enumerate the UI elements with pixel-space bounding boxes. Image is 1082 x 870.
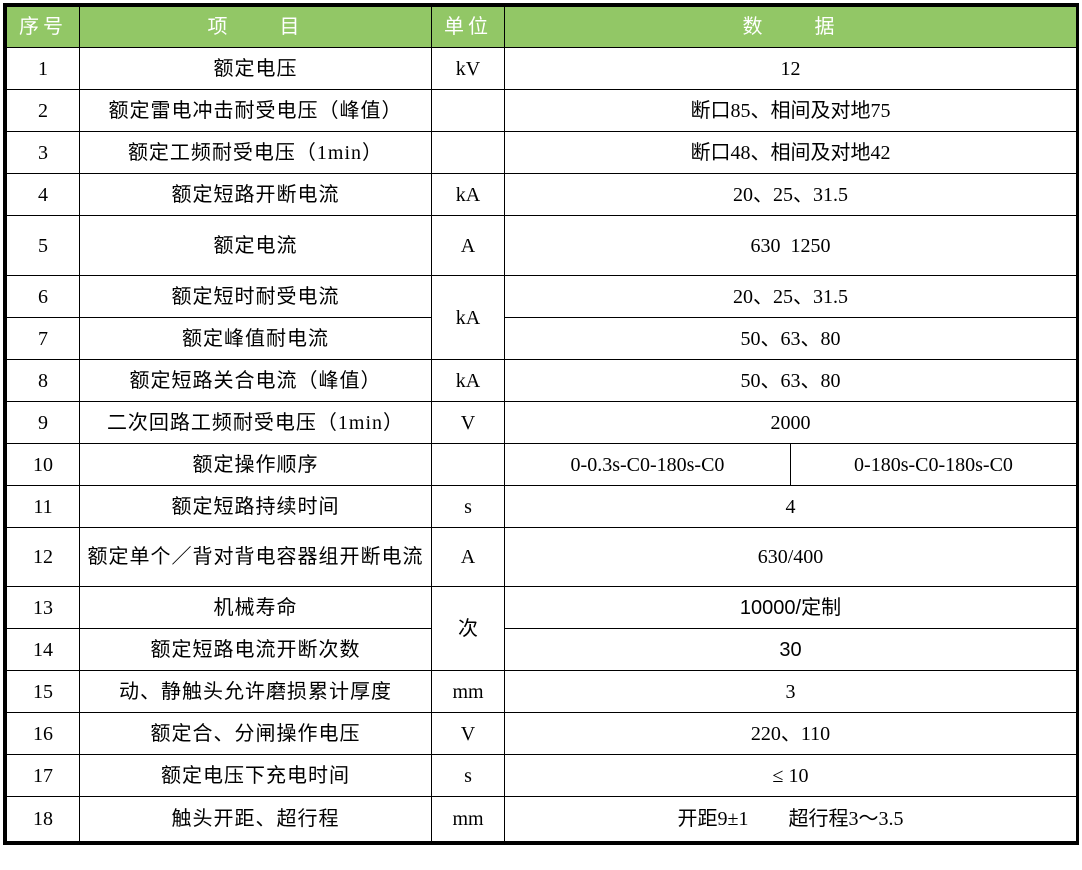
data-cell: 3 [504, 670, 1077, 713]
serial-cell: 4 [6, 173, 80, 216]
data-cell: 50、63、80 [504, 317, 1077, 360]
unit-cell: V [431, 401, 505, 444]
header-cell-data: 数 据 [504, 6, 1077, 48]
data-cell: 断口48、相间及对地42 [504, 131, 1077, 174]
item-cell: 额定短路持续时间 [79, 485, 432, 528]
item-cell: 额定操作顺序 [79, 443, 432, 486]
unit-cell: s [431, 754, 505, 797]
unit-cell-merged: 次 [431, 586, 505, 671]
unit-cell: kA [431, 359, 505, 402]
item-cell: 额定短路开断电流 [79, 173, 432, 216]
table-row: 5 额定电流 A 630 1250 [6, 215, 1077, 276]
unit-cell [431, 89, 505, 132]
table-row: 1 额定电压 kV 12 [6, 47, 1077, 90]
serial-cell: 16 [6, 712, 80, 755]
data-cell: 20、25、31.5 [504, 173, 1077, 216]
unit-cell: mm [431, 796, 505, 842]
header-cell-item: 项 目 [79, 6, 432, 48]
data-cell: 50、63、80 [504, 359, 1077, 402]
data-cell: 12 [504, 47, 1077, 90]
serial-cell: 8 [6, 359, 80, 402]
serial-cell: 7 [6, 317, 80, 360]
unit-cell: kV [431, 47, 505, 90]
data-cell: 4 [504, 485, 1077, 528]
unit-cell-merged: kA [431, 275, 505, 360]
serial-cell: 1 [6, 47, 80, 90]
serial-cell: 12 [6, 527, 80, 587]
serial-cell: 11 [6, 485, 80, 528]
serial-cell: 17 [6, 754, 80, 797]
unit-cell: kA [431, 173, 505, 216]
unit-cell [431, 443, 505, 486]
data-cell: 断口85、相间及对地75 [504, 89, 1077, 132]
data-cell: 20、25、31.5 [504, 275, 1077, 318]
item-cell: 额定短路电流开断次数 [79, 628, 432, 671]
item-cell: 额定短路关合电流（峰值） [79, 359, 432, 402]
table-row: 7 额定峰值耐电流 50、63、80 [6, 317, 1077, 360]
serial-cell: 15 [6, 670, 80, 713]
serial-cell: 2 [6, 89, 80, 132]
table-row: 11 额定短路持续时间 s 4 [6, 485, 1077, 528]
data-cell: 2000 [504, 401, 1077, 444]
item-cell: 额定电流 [79, 215, 432, 276]
serial-cell: 3 [6, 131, 80, 174]
table-row: 2 额定雷电冲击耐受电压（峰值） 断口85、相间及对地75 [6, 89, 1077, 132]
item-cell: 额定短时耐受电流 [79, 275, 432, 318]
header-row: 序号 项 目 单位 数 据 [6, 6, 1077, 48]
table-row: 4 额定短路开断电流 kA 20、25、31.5 [6, 173, 1077, 216]
table-row: 3 额定工频耐受电压（1min） 断口48、相间及对地42 [6, 131, 1077, 174]
item-cell: 二次回路工频耐受电压（1min） [79, 401, 432, 444]
data-cell: ≤ 10 [504, 754, 1077, 797]
item-cell: 额定工频耐受电压（1min） [79, 131, 432, 174]
data-cell-right: 0-180s-C0-180s-C0 [790, 443, 1077, 486]
table-row: 16 额定合、分闸操作电压 V 220、110 [6, 712, 1077, 755]
item-cell: 动、静触头允许磨损累计厚度 [79, 670, 432, 713]
data-cell: 630 1250 [504, 215, 1077, 276]
table-row: 18 触头开距、超行程 mm 开距9±1 超行程3～3.5 [6, 796, 1077, 842]
unit-cell [431, 131, 505, 174]
table-row: 8 额定短路关合电流（峰值） kA 50、63、80 [6, 359, 1077, 402]
item-cell: 额定电压下充电时间 [79, 754, 432, 797]
header-cell-unit: 单位 [431, 6, 505, 48]
item-cell: 额定峰值耐电流 [79, 317, 432, 360]
table-row: 9 二次回路工频耐受电压（1min） V 2000 [6, 401, 1077, 444]
serial-cell: 18 [6, 796, 80, 842]
item-cell: 机械寿命 [79, 586, 432, 629]
data-cell: 220、110 [504, 712, 1077, 755]
item-cell: 额定单个／背对背电容器组开断电流 [79, 527, 432, 587]
table-row: 15 动、静触头允许磨损累计厚度 mm 3 [6, 670, 1077, 713]
item-cell: 额定合、分闸操作电压 [79, 712, 432, 755]
item-cell: 额定雷电冲击耐受电压（峰值） [79, 89, 432, 132]
serial-cell: 5 [6, 215, 80, 276]
table-row: 14 额定短路电流开断次数 30 [6, 628, 1077, 671]
serial-cell: 14 [6, 628, 80, 671]
spec-table-container: 序号 项 目 单位 数 据 1 额定电压 kV 12 2 额定雷电冲击耐受电压（… [3, 3, 1079, 845]
item-cell: 额定电压 [79, 47, 432, 90]
table-row: 17 额定电压下充电时间 s ≤ 10 [6, 754, 1077, 797]
unit-cell: A [431, 215, 505, 276]
table-row: 10 额定操作顺序 0-0.3s-C0-180s-C0 0-180s-C0-18… [6, 443, 1077, 486]
unit-cell: V [431, 712, 505, 755]
serial-cell: 6 [6, 275, 80, 318]
data-cell: 630/400 [504, 527, 1077, 587]
unit-cell: mm [431, 670, 505, 713]
serial-cell: 13 [6, 586, 80, 629]
table-row: 13 机械寿命 次 10000/定制 [6, 586, 1077, 671]
table-row: 12 额定单个／背对背电容器组开断电流 A 630/400 [6, 527, 1077, 587]
unit-cell: A [431, 527, 505, 587]
serial-cell: 10 [6, 443, 80, 486]
header-cell-no: 序号 [6, 6, 80, 48]
data-cell: 10000/定制 [504, 586, 1077, 629]
data-cell: 30 [504, 628, 1077, 671]
spec-table: 序号 项 目 单位 数 据 1 额定电压 kV 12 2 额定雷电冲击耐受电压（… [6, 6, 1077, 842]
table-row: 6 额定短时耐受电流 kA 20、25、31.5 [6, 275, 1077, 360]
item-cell: 触头开距、超行程 [79, 796, 432, 842]
unit-cell: s [431, 485, 505, 528]
data-cell: 开距9±1 超行程3～3.5 [504, 796, 1077, 842]
data-cell-left: 0-0.3s-C0-180s-C0 [504, 443, 791, 486]
serial-cell: 9 [6, 401, 80, 444]
